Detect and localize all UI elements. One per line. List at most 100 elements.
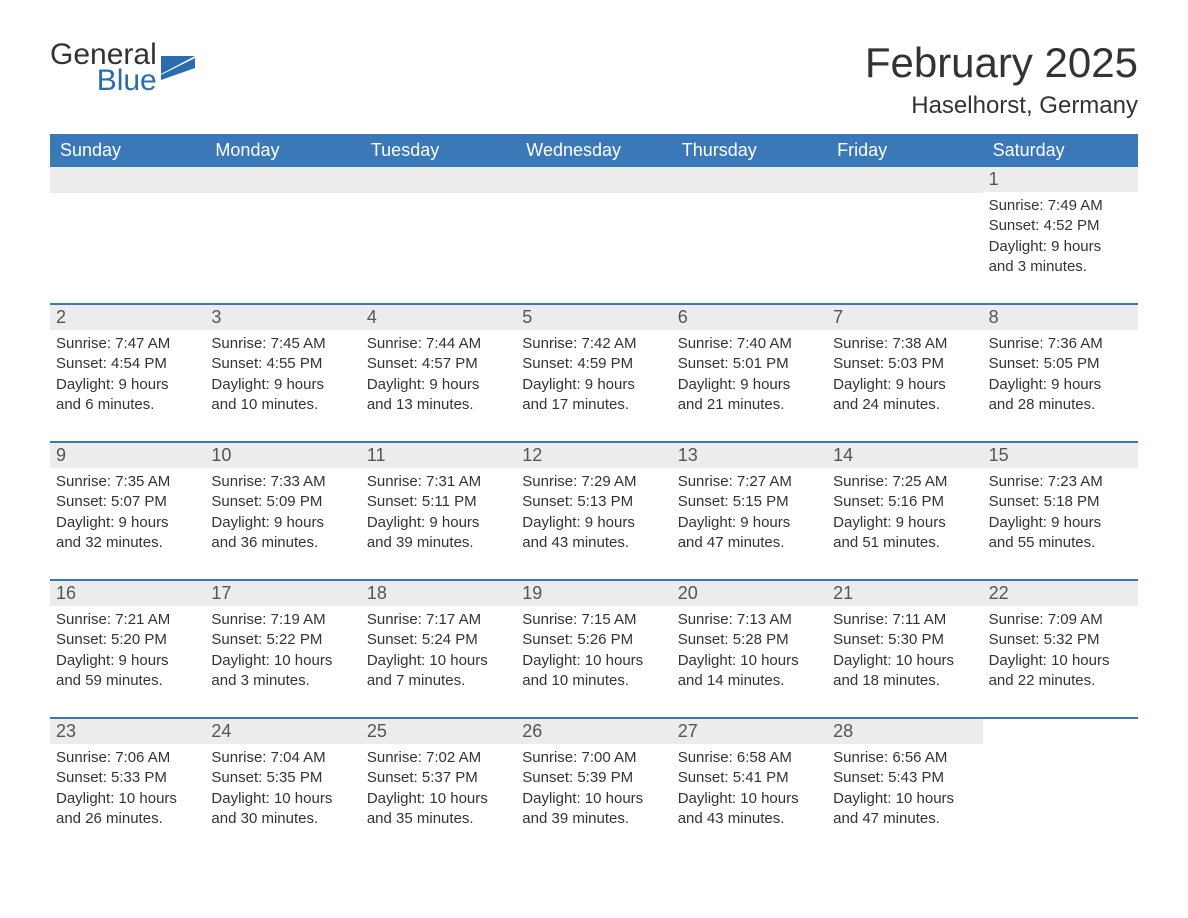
day-number: 3 [205, 305, 360, 330]
day-details: Sunrise: 7:17 AMSunset: 5:24 PMDaylight:… [367, 610, 510, 691]
day-sunrise: Sunrise: 7:31 AM [367, 472, 510, 492]
day-day1: Daylight: 9 hours [989, 237, 1132, 257]
day-sunrise: Sunrise: 7:09 AM [989, 610, 1132, 630]
day-sunset: Sunset: 5:24 PM [367, 630, 510, 650]
day-day1: Daylight: 10 hours [367, 789, 510, 809]
day-number: 14 [827, 443, 982, 468]
empty-day-bar [516, 167, 671, 193]
day-number: 22 [983, 581, 1138, 606]
day-sunset: Sunset: 5:09 PM [211, 492, 354, 512]
day-cell: 13Sunrise: 7:27 AMSunset: 5:15 PMDayligh… [672, 443, 827, 561]
calendar: SundayMondayTuesdayWednesdayThursdayFrid… [50, 134, 1138, 837]
day-number: 10 [205, 443, 360, 468]
day-sunrise: Sunrise: 7:25 AM [833, 472, 976, 492]
weekday-header: Thursday [672, 134, 827, 167]
day-sunset: Sunset: 5:20 PM [56, 630, 199, 650]
day-cell: 10Sunrise: 7:33 AMSunset: 5:09 PMDayligh… [205, 443, 360, 561]
day-sunset: Sunset: 4:52 PM [989, 216, 1132, 236]
day-details: Sunrise: 7:13 AMSunset: 5:28 PMDaylight:… [678, 610, 821, 691]
day-details: Sunrise: 7:31 AMSunset: 5:11 PMDaylight:… [367, 472, 510, 553]
day-sunrise: Sunrise: 7:44 AM [367, 334, 510, 354]
day-day1: Daylight: 9 hours [989, 513, 1132, 533]
day-sunset: Sunset: 5:33 PM [56, 768, 199, 788]
day-sunrise: Sunrise: 7:06 AM [56, 748, 199, 768]
day-day2: and 43 minutes. [678, 809, 821, 829]
day-cell: 28Sunrise: 6:56 AMSunset: 5:43 PMDayligh… [827, 719, 982, 837]
day-sunset: Sunset: 5:22 PM [211, 630, 354, 650]
day-sunset: Sunset: 5:03 PM [833, 354, 976, 374]
day-sunrise: Sunrise: 7:38 AM [833, 334, 976, 354]
day-day2: and 51 minutes. [833, 533, 976, 553]
day-cell: 22Sunrise: 7:09 AMSunset: 5:32 PMDayligh… [983, 581, 1138, 699]
day-day1: Daylight: 10 hours [211, 789, 354, 809]
day-cell: 14 Sunrise: 7:25 AMSunset: 5:16 PMDayligh… [827, 443, 982, 561]
day-details: Sunrise: 7:29 AMSunset: 5:13 PMDaylight:… [522, 472, 665, 553]
day-day1: Daylight: 9 hours [678, 375, 821, 395]
day-sunrise: Sunrise: 7:45 AM [211, 334, 354, 354]
day-number: 11 [361, 443, 516, 468]
day-sunset: Sunset: 5:18 PM [989, 492, 1132, 512]
brand-logo: General Blue [50, 40, 195, 96]
day-day1: Daylight: 9 hours [522, 513, 665, 533]
day-sunset: Sunset: 5:35 PM [211, 768, 354, 788]
day-sunset: Sunset: 5:43 PM [833, 768, 976, 788]
weekday-header: Sunday [50, 134, 205, 167]
day-day1: Daylight: 9 hours [833, 513, 976, 533]
day-sunset: Sunset: 5:16 PM [833, 492, 976, 512]
day-sunset: Sunset: 5:15 PM [678, 492, 821, 512]
day-day2: and 21 minutes. [678, 395, 821, 415]
day-cell [361, 167, 516, 285]
day-sunset: Sunset: 5:13 PM [522, 492, 665, 512]
day-sunrise: Sunrise: 7:29 AM [522, 472, 665, 492]
week-row: 1Sunrise: 7:49 AMSunset: 4:52 PMDaylight… [50, 167, 1138, 285]
day-details: Sunrise: 7:49 AMSunset: 4:52 PMDaylight:… [989, 196, 1132, 277]
weekday-header: Monday [205, 134, 360, 167]
day-details: Sunrise: 7:35 AMSunset: 5:07 PMDaylight:… [56, 472, 199, 553]
day-day2: and 3 minutes. [989, 257, 1132, 277]
title-block: February 2025 Haselhorst, Germany [865, 40, 1138, 120]
day-cell: 27Sunrise: 6:58 AMSunset: 5:41 PMDayligh… [672, 719, 827, 837]
day-day2: and 24 minutes. [833, 395, 976, 415]
week-row: 9Sunrise: 7:35 AMSunset: 5:07 PMDaylight… [50, 441, 1138, 561]
day-cell [516, 167, 671, 285]
day-day2: and 39 minutes. [522, 809, 665, 829]
day-cell: 7Sunrise: 7:38 AMSunset: 5:03 PMDaylight… [827, 305, 982, 423]
weekday-header: Friday [827, 134, 982, 167]
day-cell: 21Sunrise: 7:11 AMSunset: 5:30 PMDayligh… [827, 581, 982, 699]
day-day1: Daylight: 10 hours [833, 651, 976, 671]
day-day2: and 32 minutes. [56, 533, 199, 553]
day-day2: and 59 minutes. [56, 671, 199, 691]
day-day1: Daylight: 9 hours [367, 375, 510, 395]
day-number: 19 [516, 581, 671, 606]
day-number: 24 [205, 719, 360, 744]
weekday-header-row: SundayMondayTuesdayWednesdayThursdayFrid… [50, 134, 1138, 167]
day-sunset: Sunset: 4:54 PM [56, 354, 199, 374]
month-title: February 2025 [865, 40, 1138, 86]
day-day1: Daylight: 10 hours [522, 789, 665, 809]
empty-day-bar [361, 167, 516, 193]
day-number: 13 [672, 443, 827, 468]
day-details: Sunrise: 7:44 AMSunset: 4:57 PMDaylight:… [367, 334, 510, 415]
day-cell: 19Sunrise: 7:15 AMSunset: 5:26 PMDayligh… [516, 581, 671, 699]
day-day1: Daylight: 9 hours [522, 375, 665, 395]
day-details: Sunrise: 7:47 AMSunset: 4:54 PMDaylight:… [56, 334, 199, 415]
day-number: 23 [50, 719, 205, 744]
day-sunrise: Sunrise: 7:23 AM [989, 472, 1132, 492]
day-cell: 18Sunrise: 7:17 AMSunset: 5:24 PMDayligh… [361, 581, 516, 699]
day-details: Sunrise: 7:02 AMSunset: 5:37 PMDaylight:… [367, 748, 510, 829]
day-cell [205, 167, 360, 285]
day-day2: and 39 minutes. [367, 533, 510, 553]
day-details: Sunrise: 7:04 AMSunset: 5:35 PMDaylight:… [211, 748, 354, 829]
day-sunset: Sunset: 5:39 PM [522, 768, 665, 788]
day-day1: Daylight: 10 hours [56, 789, 199, 809]
day-day1: Daylight: 10 hours [678, 651, 821, 671]
day-cell [827, 167, 982, 285]
day-day2: and 28 minutes. [989, 395, 1132, 415]
day-cell: 12Sunrise: 7:29 AMSunset: 5:13 PMDayligh… [516, 443, 671, 561]
day-day2: and 13 minutes. [367, 395, 510, 415]
day-cell: 26Sunrise: 7:00 AMSunset: 5:39 PMDayligh… [516, 719, 671, 837]
day-sunrise: Sunrise: 7:17 AM [367, 610, 510, 630]
day-sunset: Sunset: 4:55 PM [211, 354, 354, 374]
day-number: 4 [361, 305, 516, 330]
day-cell: 17Sunrise: 7:19 AMSunset: 5:22 PMDayligh… [205, 581, 360, 699]
